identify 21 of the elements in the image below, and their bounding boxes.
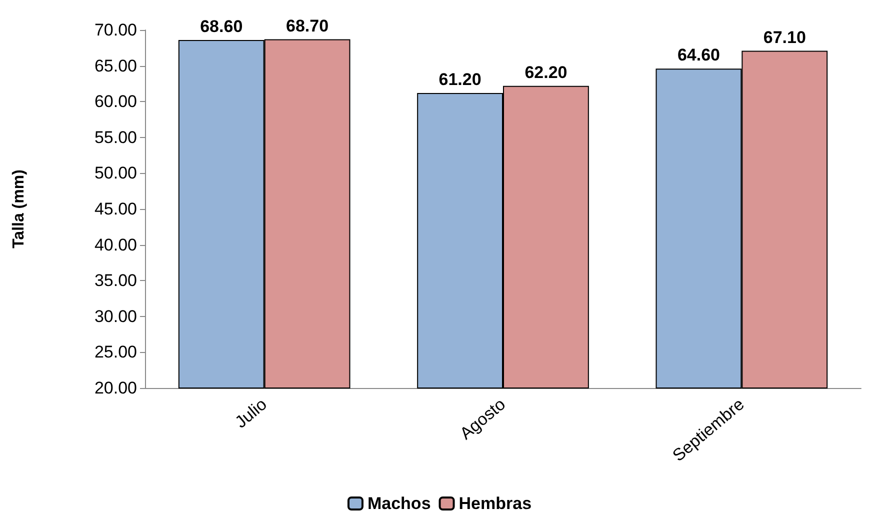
y-tick-label: 35.00 (94, 271, 137, 290)
data-label: 62.20 (524, 62, 568, 82)
x-tick-label: Julio (231, 394, 270, 432)
y-tick-label: 40.00 (94, 235, 137, 254)
data-label: 68.70 (286, 16, 329, 36)
y-axis-title: Talla (mm) (10, 170, 28, 248)
y-tick-label: 25.00 (94, 342, 137, 362)
data-label: 61.20 (438, 70, 482, 90)
y-tick-label: 30.00 (94, 306, 137, 326)
data-label: 68.60 (200, 17, 243, 36)
legend-label: Hembras (458, 494, 532, 513)
y-tick-label: 20.00 (94, 378, 137, 398)
y-tick-label: 60.00 (94, 92, 137, 112)
y-tick-label: 50.00 (94, 164, 137, 183)
y-tick-label: 45.00 (94, 200, 137, 218)
y-tick-label: 70.00 (94, 20, 137, 40)
legend-label: Machos (367, 494, 431, 513)
data-label: 67.10 (763, 28, 806, 47)
data-label: 64.60 (677, 46, 720, 65)
y-tick-label: 55.00 (94, 128, 137, 147)
y-tick-label: 65.00 (94, 56, 137, 76)
